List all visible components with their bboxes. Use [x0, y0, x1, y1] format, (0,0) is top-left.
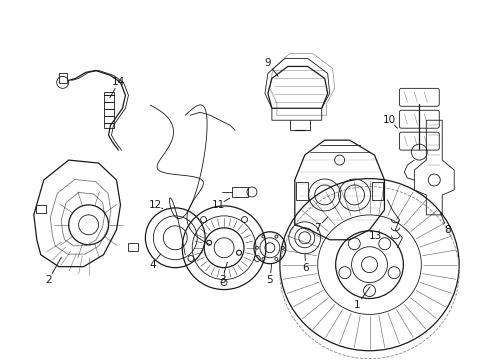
- Text: 2: 2: [45, 275, 52, 285]
- Text: 13: 13: [368, 231, 381, 241]
- Bar: [371, 182, 383, 200]
- Text: 10: 10: [382, 115, 395, 125]
- Text: 6: 6: [302, 263, 308, 273]
- Bar: [295, 182, 307, 200]
- Text: 3: 3: [218, 275, 225, 285]
- Text: 5: 5: [266, 275, 273, 285]
- Text: 1: 1: [353, 300, 360, 310]
- Text: 7: 7: [314, 223, 321, 233]
- Bar: [232, 187, 247, 197]
- Text: 8: 8: [443, 225, 449, 235]
- Bar: [36, 206, 46, 213]
- Text: 11: 11: [211, 200, 224, 210]
- Text: 14: 14: [112, 77, 125, 87]
- Text: 4: 4: [149, 260, 155, 270]
- Bar: [59, 73, 66, 84]
- Text: 12: 12: [148, 200, 162, 210]
- Bar: [103, 92, 113, 128]
- Bar: [128, 243, 138, 251]
- Text: 9: 9: [264, 58, 271, 68]
